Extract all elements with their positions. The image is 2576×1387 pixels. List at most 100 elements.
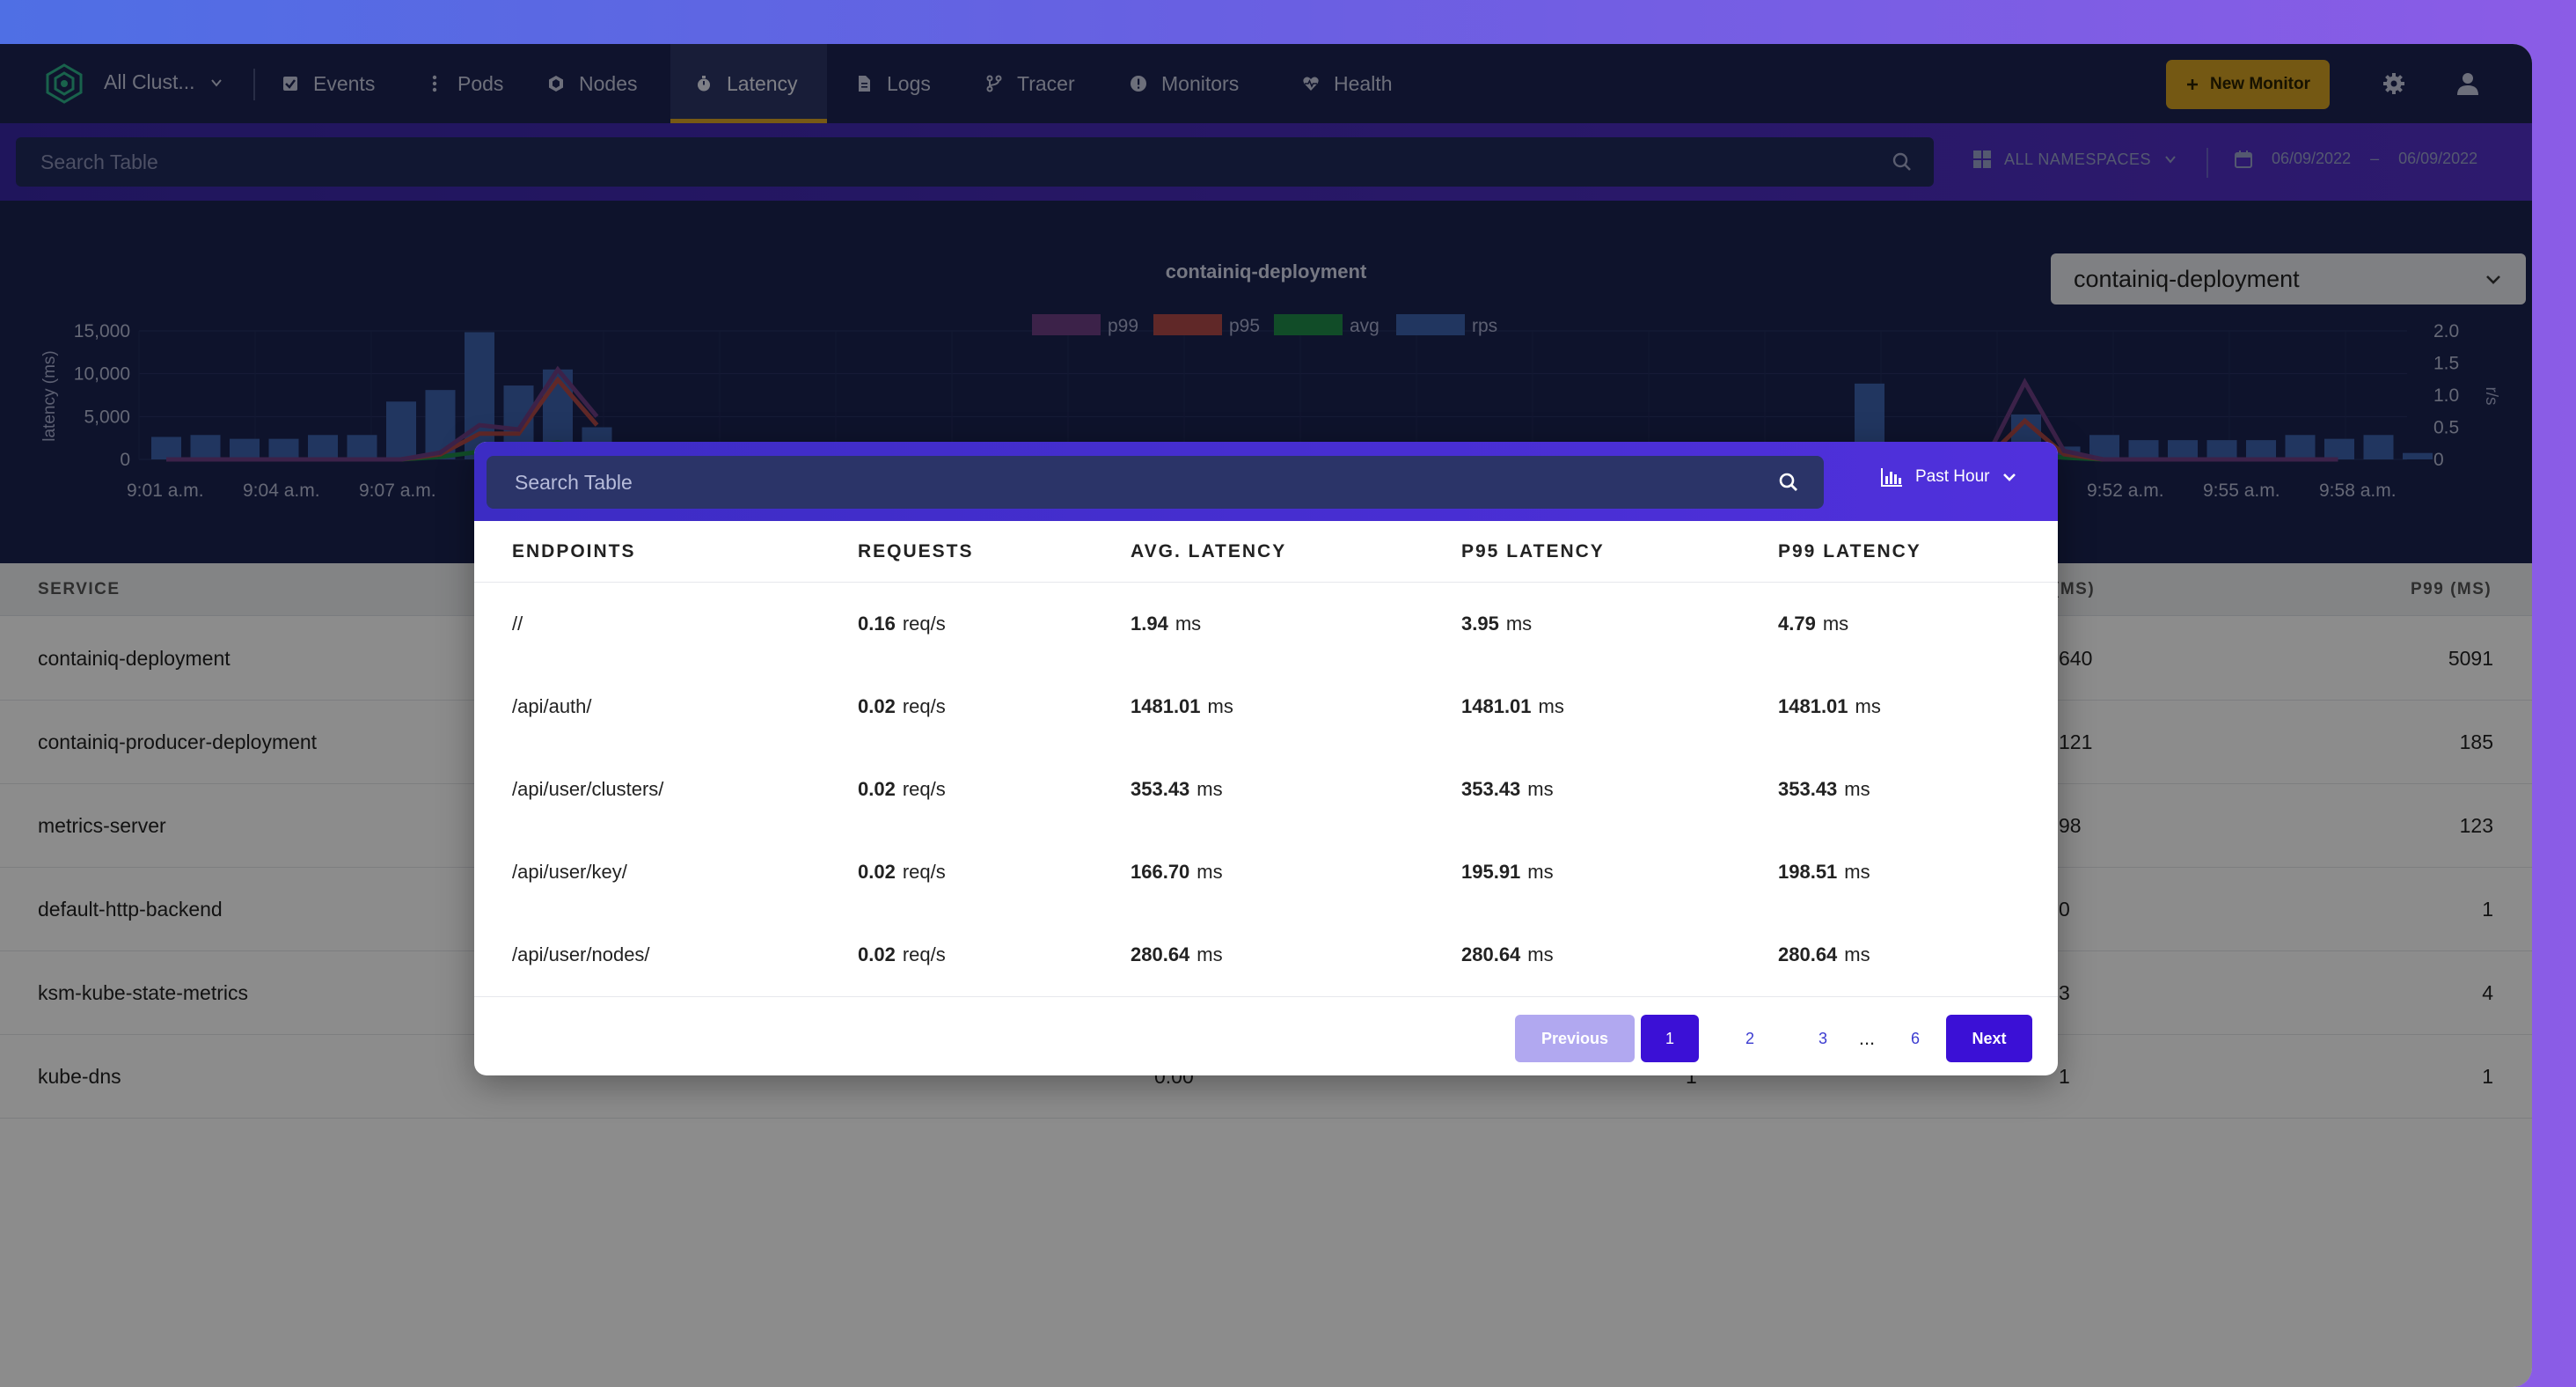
chevron-down-icon — [2003, 473, 2016, 481]
legend-swatch — [1396, 314, 1465, 335]
col-requests-header: REQUESTS — [858, 541, 974, 561]
endpoint-requests: 0.02 req/s — [858, 831, 946, 914]
endpoint-row[interactable]: /api/user/nodes/0.02 req/s 280.64 ms 280.64 m… — [474, 914, 2058, 996]
endpoint-p95-latency: 280.64 ms — [1461, 914, 1554, 996]
rps-bar — [151, 437, 181, 459]
endpoint-requests-unit: req/s — [902, 943, 946, 965]
endpoint-p99-latency-unit: ms — [1855, 695, 1881, 717]
endpoint-requests-unit: req/s — [902, 861, 946, 883]
endpoint-avg-latency-value: 280.64 — [1131, 943, 1190, 965]
page-3-button[interactable]: 3 — [1818, 1029, 1827, 1047]
modal-toolbar: Search Table Past Hour — [474, 442, 2058, 521]
nav-tab-label: Monitors — [1161, 71, 1240, 95]
y-axis-label: latency (ms) — [40, 350, 59, 441]
rps-bar — [386, 401, 416, 459]
table-search-input[interactable]: Search Table — [16, 137, 1934, 187]
endpoint-path: /api/auth/ — [512, 695, 592, 717]
filter-bar: Search Table ALL NAMESPACES 06/09/2022 –… — [0, 123, 2532, 201]
col-avg-latency-header: AVG. LATENCY — [1131, 541, 1287, 561]
cluster-selector[interactable]: All Clust... — [104, 70, 223, 94]
page-6-button[interactable]: 6 — [1910, 1029, 1920, 1047]
endpoint-p99-latency-value: 4.79 — [1778, 613, 1816, 635]
nav-tab-label: Nodes — [579, 71, 638, 95]
date-range-picker[interactable]: 06/09/2022 – 06/09/2022 — [2235, 150, 2477, 168]
namespace-selector[interactable]: ALL NAMESPACES — [1972, 150, 2177, 169]
nav-tab-health[interactable]: Health — [1302, 44, 1416, 123]
endpoint-requests: 0.02 req/s — [858, 665, 946, 748]
nav-tab-pods[interactable]: Pods — [412, 44, 517, 123]
endpoint-p95-latency-unit: ms — [1527, 861, 1554, 883]
service-p99: 185 — [2459, 730, 2493, 753]
page-1-button[interactable]: 1 — [1641, 1015, 1699, 1062]
deployment-select-value: containiq-deployment — [2074, 265, 2300, 292]
branch-icon — [986, 75, 1002, 92]
service-name: metrics-server — [38, 814, 166, 837]
rps-bar — [2403, 452, 2433, 459]
containiq-logo-icon[interactable] — [44, 63, 84, 104]
endpoint-requests-value: 0.16 — [858, 613, 896, 635]
y-tick-label: 5,000 — [84, 407, 130, 427]
endpoint-p99-latency-unit: ms — [1844, 943, 1870, 965]
endpoint-row[interactable]: /api/auth/0.02 req/s 1481.01 ms 1481.01 ms 148… — [474, 665, 2058, 748]
nav-tab-logs[interactable]: Logs — [852, 44, 957, 123]
x-tick-label: 9:52 a.m. — [2087, 481, 2164, 501]
service-name: ksm-kube-state-metrics — [38, 981, 248, 1004]
new-monitor-button[interactable]: New Monitor — [2166, 60, 2330, 109]
endpoint-row[interactable]: /api/user/key/0.02 req/s 166.70 ms 195.91 ms 1… — [474, 831, 2058, 914]
endpoint-requests: 0.02 req/s — [858, 914, 946, 996]
top-navigation: All Clust... Events Pods Nodes Latency L… — [0, 44, 2532, 123]
col-endpoints-header: ENDPOINTS — [512, 541, 636, 561]
endpoint-p95-latency-value: 280.64 — [1461, 943, 1521, 965]
rps-bar — [2285, 435, 2316, 459]
nav-tab-label: Tracer — [1017, 71, 1075, 95]
next-page-button[interactable]: Next — [1946, 1015, 2032, 1062]
deployment-select[interactable]: containiq-deployment — [2051, 253, 2526, 305]
nav-tab-latency[interactable]: Latency — [670, 44, 827, 123]
endpoint-row[interactable]: // 0.16 req/s 1.94 ms 3.95 ms 4.79 ms — [474, 583, 2058, 665]
endpoint-row[interactable]: /api/user/clusters/0.02 req/s 353.43 ms 353.… — [474, 748, 2058, 831]
rps-bar — [2206, 440, 2237, 459]
x-tick-label: 9:04 a.m. — [243, 481, 320, 501]
endpoint-path: /api/user/clusters/ — [512, 778, 664, 800]
endpoint-requests-unit: req/s — [902, 613, 946, 635]
endpoint-requests-unit: req/s — [902, 695, 946, 717]
rps-bar — [308, 435, 338, 459]
y2-tick-label: 2.0 — [2433, 321, 2459, 341]
filter-divider — [2206, 148, 2208, 178]
grid-icon — [1973, 150, 1991, 168]
nav-tab-tracer[interactable]: Tracer — [985, 44, 1100, 123]
calendar-icon — [2235, 150, 2252, 168]
page-2-button[interactable]: 2 — [1745, 1029, 1754, 1047]
gear-icon[interactable] — [2381, 70, 2407, 97]
service-p95: 121 — [2059, 730, 2093, 753]
col-p99-header: P99 (MS) — [2411, 580, 2492, 598]
hexagon-icon — [549, 76, 563, 92]
modal-search-input[interactable]: Search Table — [487, 456, 1824, 509]
endpoint-p95-latency: 353.43 ms — [1461, 748, 1554, 831]
endpoint-requests-value: 0.02 — [858, 778, 896, 800]
rps-bar — [347, 435, 377, 459]
date-to: 06/09/2022 — [2398, 150, 2478, 167]
alert-icon — [1131, 76, 1146, 92]
previous-page-button[interactable]: Previous — [1515, 1015, 1635, 1062]
y-tick-label: 10,000 — [74, 364, 130, 385]
user-icon[interactable] — [2455, 70, 2481, 97]
endpoint-p99-latency: 4.79 ms — [1778, 583, 1848, 665]
pagination-ellipsis: ... — [1858, 1027, 1876, 1049]
search-icon[interactable] — [1892, 151, 1913, 172]
search-icon[interactable] — [1778, 472, 1799, 493]
nav-tab-nodes[interactable]: Nodes — [538, 44, 662, 123]
endpoint-p99-latency-value: 1481.01 — [1778, 695, 1848, 717]
nav-tab-label: Logs — [887, 71, 931, 95]
nav-tab-monitors[interactable]: Monitors — [1130, 44, 1262, 123]
x-tick-label: 9:07 a.m. — [359, 481, 436, 501]
rps-bar — [2363, 435, 2394, 459]
endpoint-p95-latency-value: 3.95 — [1461, 613, 1499, 635]
nav-tab-events[interactable]: Events — [264, 44, 387, 123]
nav-tab-label: Health — [1334, 71, 1393, 95]
endpoint-p95-latency-value: 1481.01 — [1461, 695, 1532, 717]
plus-icon — [2187, 79, 2198, 90]
endpoint-p99-latency-value: 353.43 — [1778, 778, 1838, 800]
y2-tick-label: 0 — [2433, 450, 2444, 470]
time-range-selector[interactable]: Past Hour — [1880, 466, 2017, 488]
